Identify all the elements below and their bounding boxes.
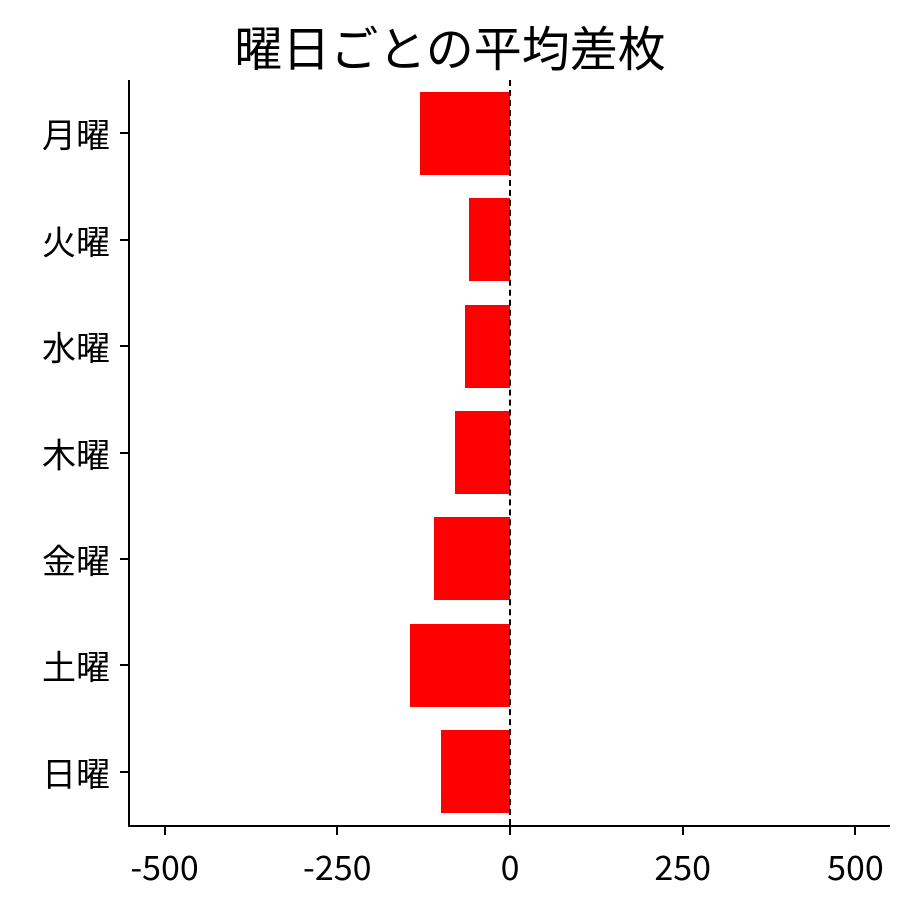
- y-tick: [120, 664, 128, 666]
- x-tick: [509, 827, 511, 835]
- x-tick-label: -250: [303, 841, 371, 890]
- y-tick: [120, 239, 128, 241]
- x-tick-label: 250: [654, 841, 711, 890]
- x-tick: [682, 827, 684, 835]
- y-tick-label: 火曜: [42, 215, 110, 264]
- plot-area: -500-2500250500月曜火曜水曜木曜金曜土曜日曜: [130, 80, 890, 825]
- x-tick: [854, 827, 856, 835]
- y-tick-label: 土曜: [42, 641, 110, 690]
- bar: [469, 198, 510, 281]
- y-tick-label: 日曜: [42, 747, 110, 796]
- y-tick-label: 金曜: [42, 534, 110, 583]
- x-tick-label: 0: [501, 841, 520, 890]
- bar: [465, 305, 510, 388]
- chart-title: 曜日ごとの平均差枚: [0, 10, 900, 80]
- bar: [455, 411, 510, 494]
- bar: [441, 730, 510, 813]
- x-tick-label: 500: [827, 841, 884, 890]
- y-tick: [120, 132, 128, 134]
- bar: [434, 517, 510, 600]
- y-tick-label: 木曜: [42, 428, 110, 477]
- y-tick: [120, 452, 128, 454]
- y-axis-line: [128, 80, 130, 825]
- y-tick: [120, 345, 128, 347]
- y-tick: [120, 558, 128, 560]
- x-tick: [164, 827, 166, 835]
- y-tick-label: 月曜: [42, 109, 110, 158]
- bar: [420, 92, 510, 175]
- x-tick-label: -500: [130, 841, 198, 890]
- bar: [410, 624, 510, 707]
- x-tick: [336, 827, 338, 835]
- y-tick-label: 水曜: [42, 322, 110, 371]
- y-tick: [120, 771, 128, 773]
- zero-reference-line: [509, 80, 511, 825]
- chart-container: 曜日ごとの平均差枚 -500-2500250500月曜火曜水曜木曜金曜土曜日曜: [0, 0, 900, 900]
